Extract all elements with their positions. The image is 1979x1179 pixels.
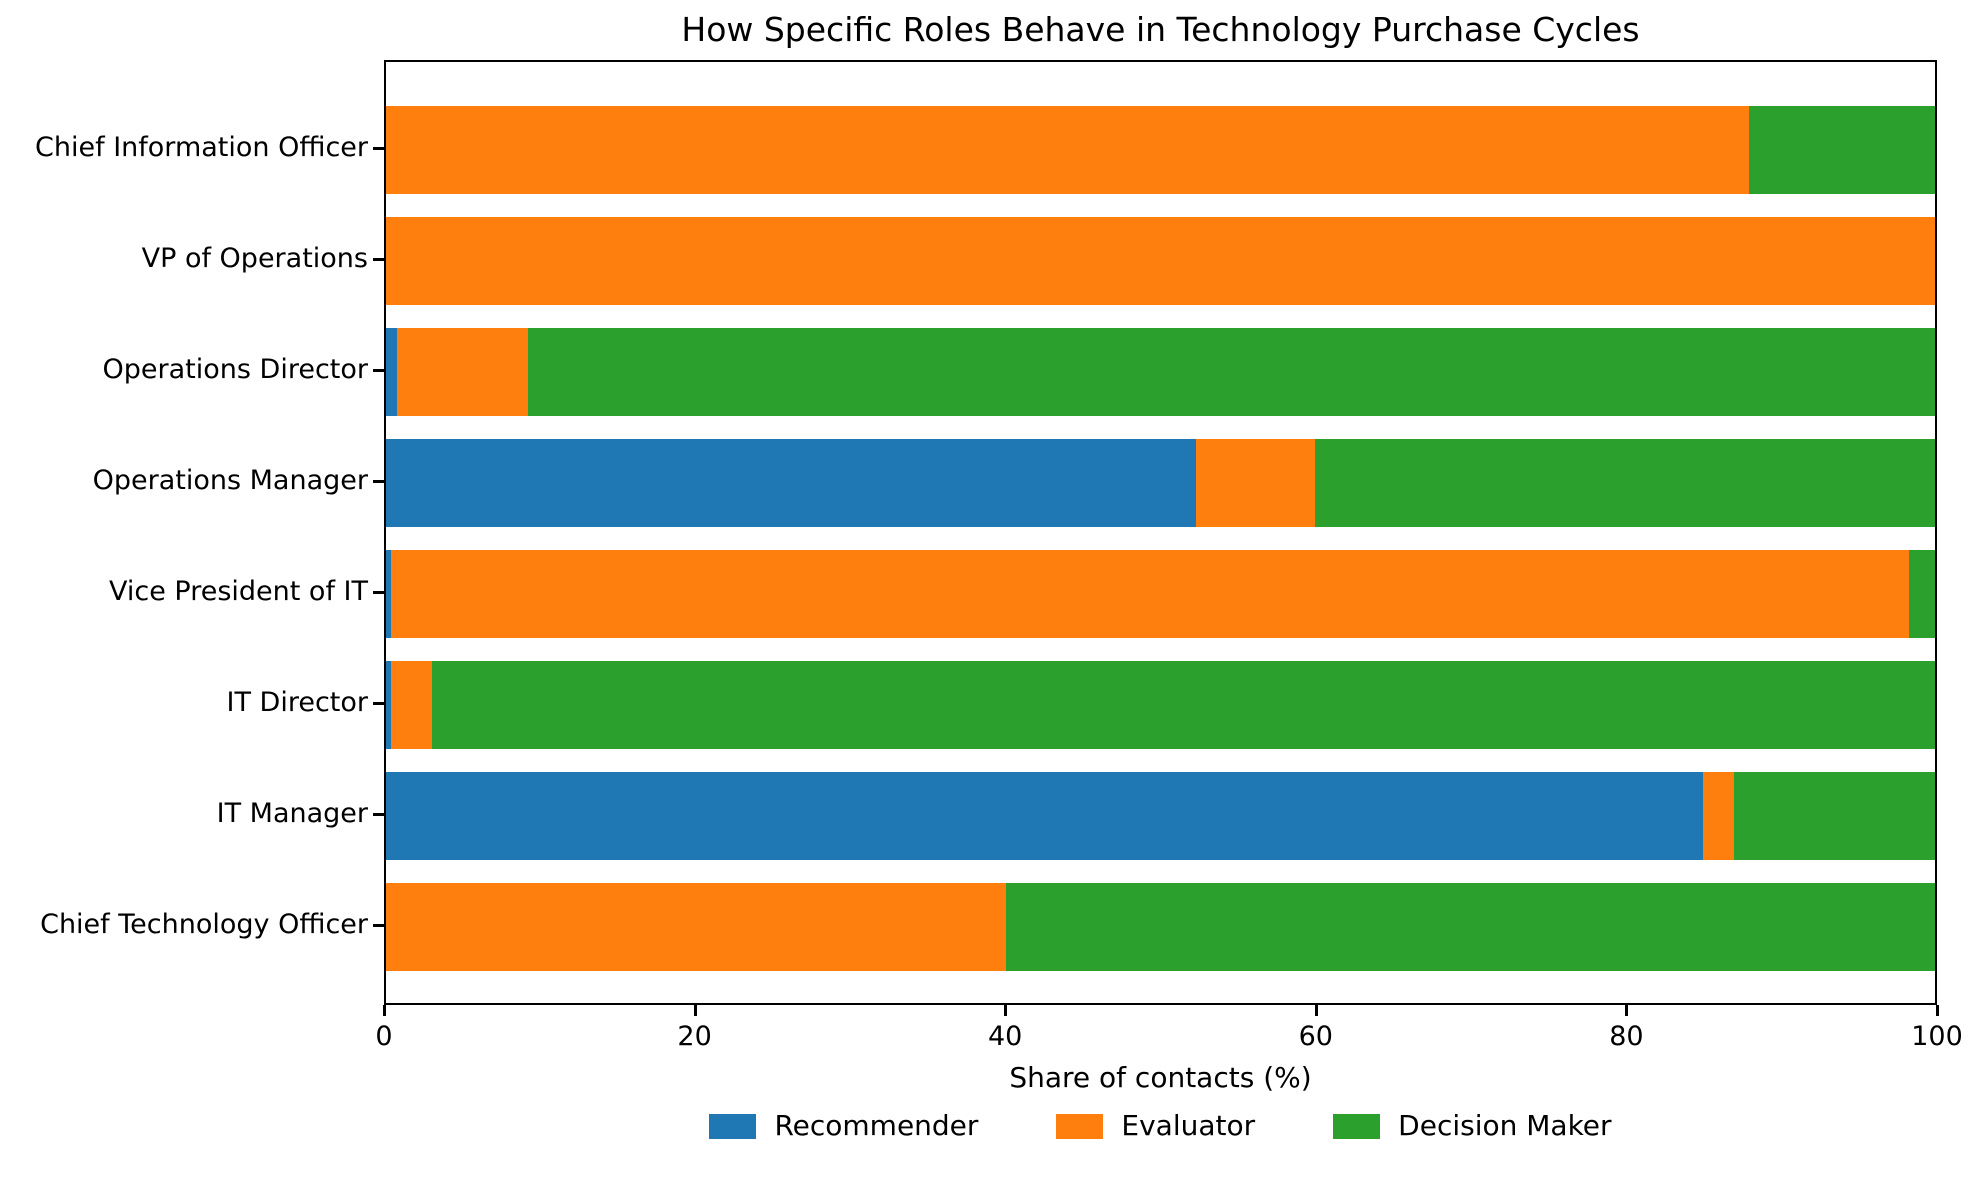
legend-item-evaluator: Evaluator <box>1056 1110 1255 1142</box>
legend-label: Evaluator <box>1121 1109 1256 1142</box>
y-axis-label: IT Director <box>226 687 369 718</box>
bar-row <box>386 217 1935 305</box>
x-tick-label: 20 <box>677 1021 712 1052</box>
bar-segment-evaluator <box>390 550 1909 638</box>
x-tick-mark <box>383 1005 386 1016</box>
legend: Recommender Evaluator Decision Maker <box>384 1110 1937 1142</box>
legend-label: Recommender <box>774 1109 979 1142</box>
y-tick-mark <box>373 813 384 816</box>
bar-segment-recommender <box>386 661 391 749</box>
bar-segment-evaluator <box>386 106 1750 194</box>
bar-segment-evaluator <box>386 217 1935 305</box>
bar-row <box>386 439 1935 527</box>
y-tick-mark <box>373 369 384 372</box>
bar-row <box>386 661 1935 749</box>
bar-segment-recommender <box>386 550 391 638</box>
bar-row <box>386 883 1935 971</box>
x-tick-label: 0 <box>375 1021 393 1052</box>
legend-swatch <box>1056 1113 1104 1139</box>
legend-item-recommender: Recommender <box>709 1110 978 1142</box>
legend-swatch <box>1333 1113 1381 1139</box>
bar-segment-decision-maker <box>1005 883 1935 971</box>
bar-row <box>386 328 1935 416</box>
bar-segment-decision-maker <box>528 328 1935 416</box>
y-axis-label: VP of Operations <box>141 243 368 274</box>
x-axis-label: Share of contacts (%) <box>1009 1061 1312 1094</box>
bar-segment-recommender <box>386 439 1197 527</box>
bar-segment-recommender <box>386 772 1703 860</box>
x-tick-mark <box>1936 1005 1939 1016</box>
x-tick-mark <box>693 1005 697 1016</box>
x-tick-label: 80 <box>1609 1021 1644 1052</box>
x-tick-mark <box>1314 1005 1318 1016</box>
bar-segment-decision-maker <box>432 661 1935 749</box>
chart-title: How Specific Roles Behave in Technology … <box>681 10 1640 49</box>
bar-row <box>386 772 1935 860</box>
bar-row <box>386 106 1935 194</box>
y-axis-label: Chief Information Officer <box>35 132 368 163</box>
y-axis-label: Operations Manager <box>92 465 368 496</box>
bar-segment-evaluator <box>396 328 529 416</box>
y-axis-label: Operations Director <box>102 354 368 385</box>
bar-segment-decision-maker <box>1733 772 1935 860</box>
y-axis-label: Vice President of IT <box>108 576 368 607</box>
y-tick-mark <box>373 702 384 705</box>
y-axis-label: Chief Technology Officer <box>40 909 368 940</box>
x-tick-label: 60 <box>1298 1021 1333 1052</box>
y-tick-mark <box>373 258 384 261</box>
bar-row <box>386 550 1935 638</box>
x-tick-label: 40 <box>988 1021 1023 1052</box>
bar-segment-evaluator <box>386 883 1006 971</box>
legend-item-decision-maker: Decision Maker <box>1333 1109 1612 1142</box>
bar-segment-evaluator <box>390 661 433 749</box>
legend-swatch <box>709 1113 757 1139</box>
y-tick-mark <box>373 480 384 483</box>
bar-segment-decision-maker <box>1749 106 1935 194</box>
bar-segment-decision-maker <box>1315 439 1935 527</box>
y-axis-label: IT Manager <box>216 798 368 829</box>
bar-segment-recommender <box>386 328 397 416</box>
bar-segment-evaluator <box>1702 772 1734 860</box>
plot-area <box>384 60 1937 1005</box>
legend-label: Decision Maker <box>1398 1109 1612 1142</box>
y-tick-mark <box>373 147 384 150</box>
x-tick-mark <box>1004 1005 1008 1016</box>
bar-segment-evaluator <box>1196 439 1316 527</box>
y-tick-mark <box>373 591 384 594</box>
bar-segment-decision-maker <box>1908 550 1935 638</box>
y-tick-mark <box>373 924 384 927</box>
x-tick-mark <box>1625 1005 1629 1016</box>
x-tick-label: 100 <box>1911 1021 1963 1052</box>
